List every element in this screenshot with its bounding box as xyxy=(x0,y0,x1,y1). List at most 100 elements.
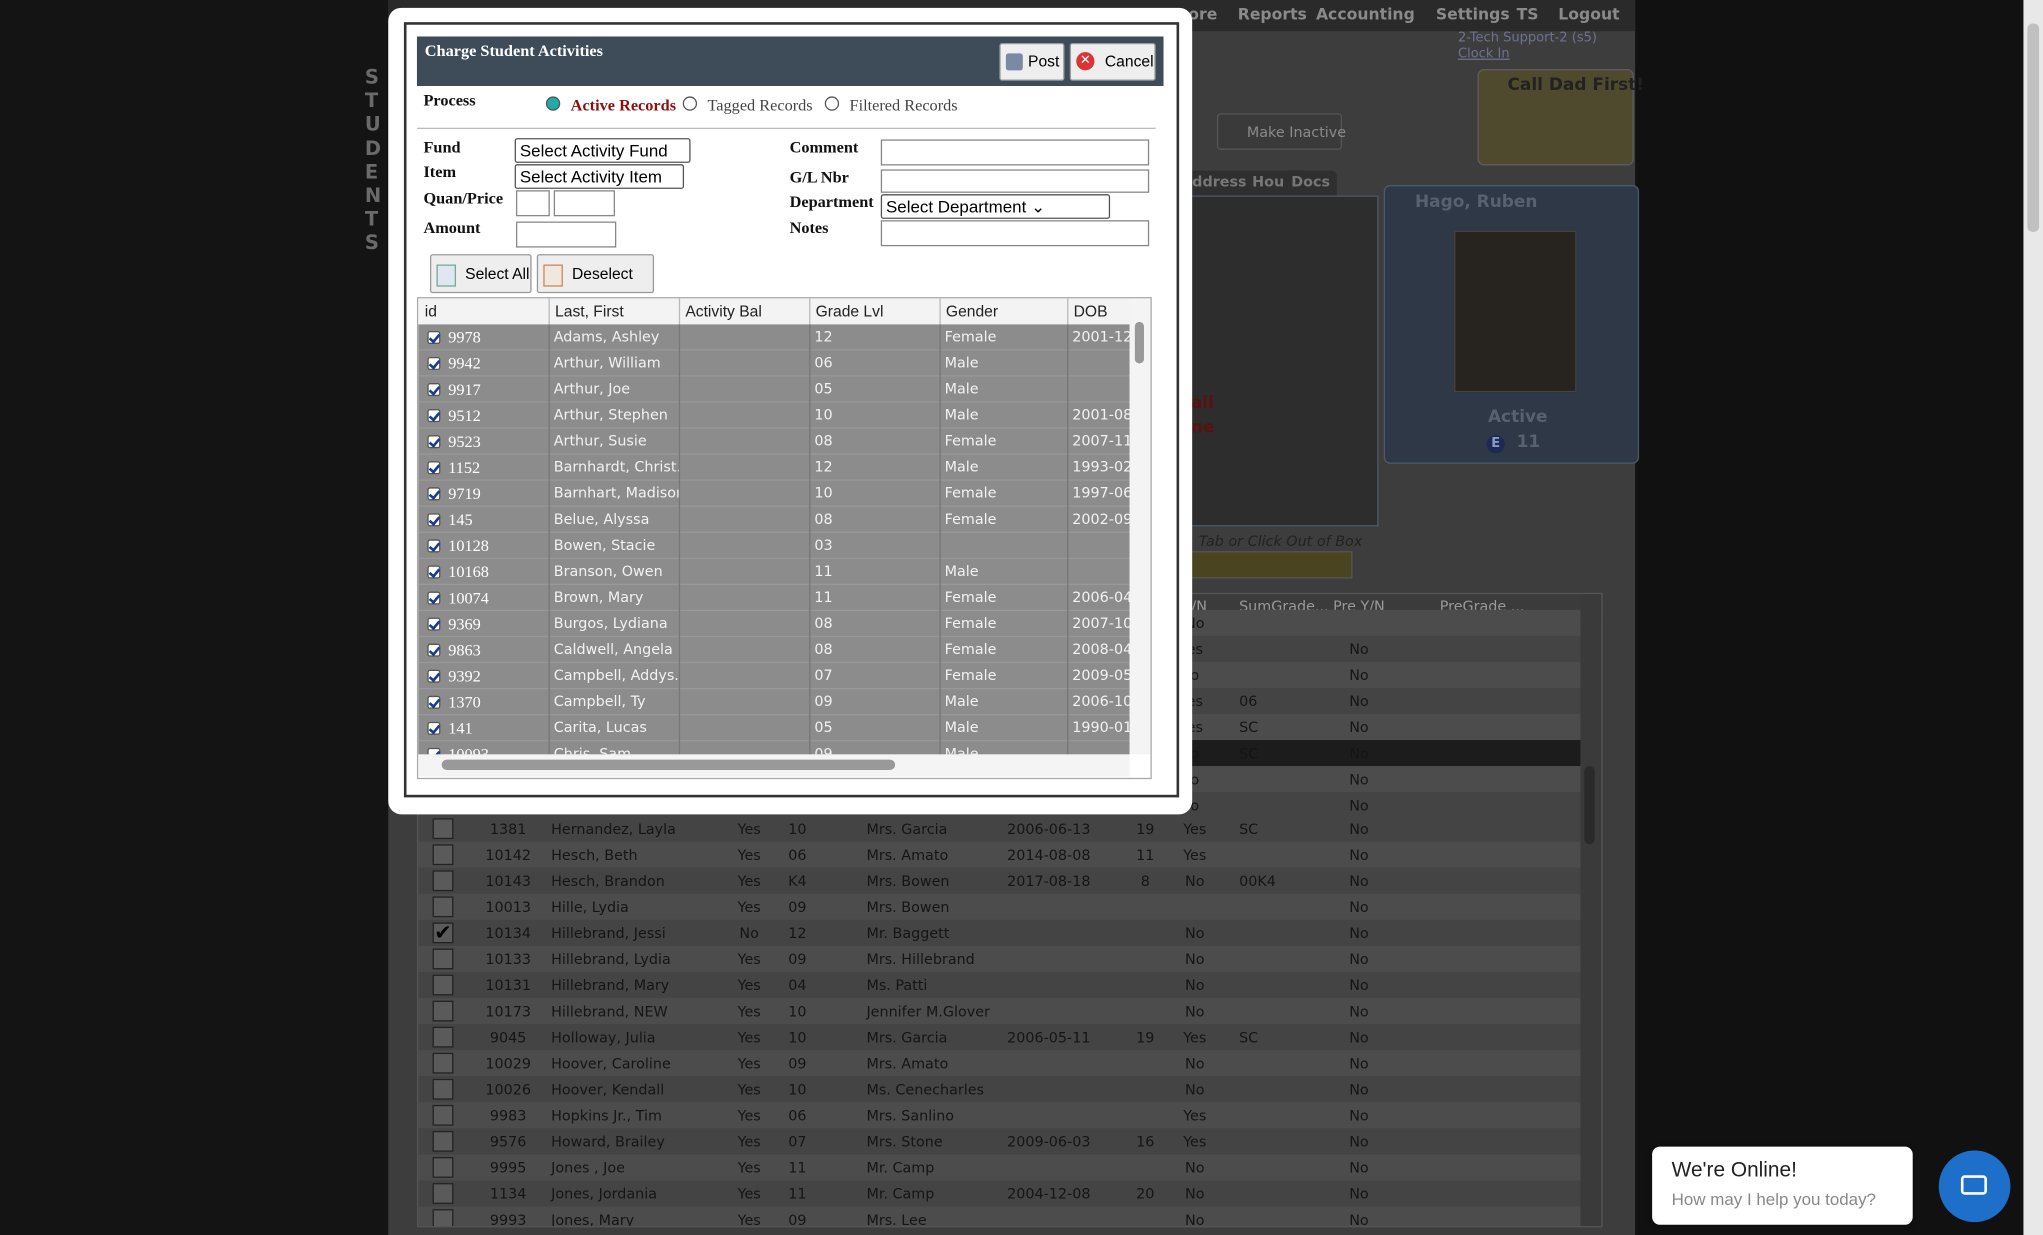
hint-input[interactable] xyxy=(1188,551,1353,579)
row-checkbox[interactable] xyxy=(432,896,454,918)
nav-item[interactable]: Settings xyxy=(1435,5,1510,24)
grid-row[interactable] xyxy=(418,429,1130,455)
grid-row[interactable] xyxy=(418,455,1130,481)
table-row[interactable] xyxy=(418,1206,1581,1227)
row-checkbox[interactable] xyxy=(427,695,441,709)
row-checkbox[interactable] xyxy=(432,1130,454,1152)
grid-row[interactable] xyxy=(418,741,1129,754)
column-header[interactable]: DOB xyxy=(1073,302,1108,321)
row-checkbox[interactable] xyxy=(427,747,441,755)
department-select[interactable]: Select Department ⌄ xyxy=(880,194,1111,219)
notes-input[interactable] xyxy=(880,220,1150,247)
gl-input[interactable] xyxy=(880,169,1150,193)
row-checkbox[interactable] xyxy=(432,818,454,840)
row-checkbox[interactable] xyxy=(432,1078,454,1100)
comment-input[interactable] xyxy=(880,139,1150,166)
row-checkbox[interactable] xyxy=(427,721,441,735)
row-checkbox[interactable] xyxy=(427,461,441,475)
radio[interactable] xyxy=(545,96,561,111)
h-scroll-thumb[interactable] xyxy=(441,759,896,771)
column-header[interactable]: Last, First xyxy=(555,302,624,321)
grid-row[interactable] xyxy=(418,403,1130,429)
nav-item[interactable]: TS xyxy=(1516,5,1539,24)
table-row[interactable] xyxy=(418,998,1581,1025)
row-checkbox[interactable] xyxy=(432,948,454,970)
table-row[interactable] xyxy=(418,893,1581,920)
table-row[interactable] xyxy=(418,1154,1581,1181)
amount-input[interactable] xyxy=(515,221,617,248)
post-button[interactable]: Post xyxy=(999,42,1065,81)
row-checkbox[interactable] xyxy=(432,1026,454,1048)
row-checkbox[interactable] xyxy=(432,844,454,866)
row-checkbox[interactable] xyxy=(427,617,441,631)
row-checkbox[interactable] xyxy=(427,565,441,579)
tab[interactable]: ddress xyxy=(1185,170,1254,200)
table-row[interactable] xyxy=(418,1128,1581,1155)
column-header[interactable]: id xyxy=(424,302,437,321)
row-checkbox[interactable]: ✔ xyxy=(432,919,454,945)
table-row[interactable] xyxy=(418,919,1581,946)
row-checkbox[interactable] xyxy=(427,487,441,501)
grid-row[interactable] xyxy=(418,559,1130,586)
nav-item[interactable]: Logout xyxy=(1558,5,1620,24)
table-row[interactable] xyxy=(418,971,1581,999)
table-row[interactable] xyxy=(418,841,1581,868)
column-header[interactable]: Gender xyxy=(945,302,999,321)
row-checkbox[interactable] xyxy=(432,1052,454,1074)
grid-row[interactable] xyxy=(418,637,1130,664)
row-checkbox[interactable] xyxy=(432,1157,454,1178)
grid-row[interactable] xyxy=(418,377,1130,403)
row-checkbox[interactable] xyxy=(432,1183,454,1204)
row-checkbox[interactable] xyxy=(432,870,454,892)
row-checkbox[interactable] xyxy=(427,513,441,527)
row-checkbox[interactable] xyxy=(427,669,441,683)
radio[interactable] xyxy=(824,96,840,111)
chat-button[interactable] xyxy=(1938,1150,2011,1223)
nav-item[interactable]: Accounting xyxy=(1315,5,1415,24)
quantity-input[interactable] xyxy=(515,190,550,217)
radio[interactable] xyxy=(682,96,698,111)
nav-item[interactable]: Reports xyxy=(1237,5,1307,24)
row-checkbox[interactable] xyxy=(427,409,441,423)
row-checkbox[interactable] xyxy=(432,974,454,996)
table-row[interactable] xyxy=(418,1050,1581,1077)
row-checkbox[interactable] xyxy=(427,591,441,605)
row-checkbox[interactable] xyxy=(427,435,441,449)
row-checkbox[interactable] xyxy=(427,383,441,397)
price-input[interactable] xyxy=(553,190,615,217)
table-row[interactable] xyxy=(418,1180,1581,1207)
row-checkbox[interactable] xyxy=(432,1104,454,1126)
table-row[interactable] xyxy=(418,1102,1581,1129)
fund-select[interactable]: Select Activity Fund ⌄ xyxy=(514,138,691,182)
table-row[interactable] xyxy=(418,867,1581,894)
row-checkbox[interactable] xyxy=(432,1000,454,1022)
nav-item[interactable]: ore xyxy=(1188,5,1218,24)
row-checkbox[interactable] xyxy=(427,643,441,657)
grid-row[interactable] xyxy=(418,507,1130,533)
tab[interactable]: Docs xyxy=(1284,170,1337,200)
grid-row[interactable] xyxy=(418,533,1130,559)
row-checkbox[interactable] xyxy=(427,539,441,553)
table-scroll-thumb[interactable] xyxy=(1584,766,1595,845)
grid-row[interactable] xyxy=(418,689,1130,716)
grid-row[interactable] xyxy=(418,481,1130,507)
row-checkbox[interactable] xyxy=(427,330,441,344)
make-inactive[interactable]: Make Inactive xyxy=(1216,113,1346,150)
row-checkbox[interactable] xyxy=(432,1209,454,1227)
row-checkbox[interactable] xyxy=(427,357,441,371)
table-row[interactable] xyxy=(418,945,1581,972)
item-select[interactable]: Select Activity Item ⌄ xyxy=(514,164,685,208)
grid-row[interactable] xyxy=(418,611,1130,638)
column-header[interactable]: Activity Bal xyxy=(685,302,762,321)
grid-row[interactable] xyxy=(418,585,1130,612)
chat-bubble[interactable] xyxy=(1652,1146,1913,1225)
grid-row[interactable] xyxy=(418,324,1130,351)
column-header[interactable]: Grade Lvl xyxy=(815,302,884,321)
clock-in[interactable]: Clock In xyxy=(1457,46,1510,62)
v-scroll-thumb[interactable] xyxy=(1134,321,1144,364)
table-row[interactable] xyxy=(418,1076,1581,1103)
grid-row[interactable] xyxy=(418,715,1130,742)
grid-row[interactable] xyxy=(418,663,1130,690)
table-row[interactable] xyxy=(418,815,1581,842)
grid-row[interactable] xyxy=(418,350,1130,377)
